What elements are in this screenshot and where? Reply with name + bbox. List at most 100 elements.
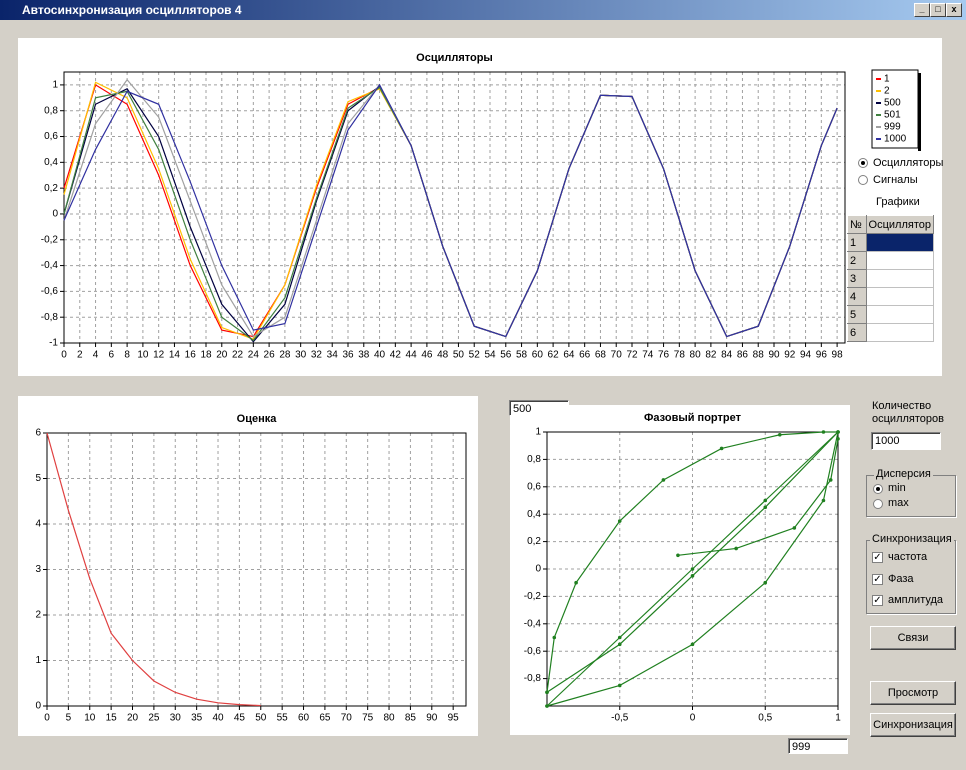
row-cell — [865, 323, 935, 342]
x-tick-label: 45 — [234, 713, 246, 724]
x-tick-label: 20 — [216, 350, 228, 361]
x-tick-label: 90 — [426, 713, 438, 724]
x-tick-label: -0,5 — [611, 713, 629, 724]
table-header: Осциллятор — [865, 215, 935, 234]
group-title: Дисперсия — [874, 468, 933, 480]
point — [821, 498, 826, 503]
legend-shadow — [918, 73, 921, 151]
checkbox[interactable]: ✓ — [872, 595, 883, 606]
point — [617, 642, 622, 647]
row-cell — [865, 287, 935, 306]
plot-frame — [63, 71, 846, 344]
x-tick-label: 14 — [169, 350, 181, 361]
maximize-button[interactable]: □ — [930, 3, 946, 17]
table-row[interactable]: 2 — [847, 251, 935, 270]
links-button[interactable]: Связи — [870, 626, 956, 650]
x-tick-label: 68 — [595, 350, 607, 361]
x-tick-label: 30 — [170, 713, 182, 724]
x-tick-label: 90 — [768, 350, 780, 361]
x-tick-label: 98 — [832, 350, 844, 361]
row-cell — [865, 233, 935, 252]
x-tick-label: 32 — [311, 350, 323, 361]
table-row[interactable]: 3 — [847, 269, 935, 288]
point — [763, 580, 768, 585]
phase-input-1[interactable]: 500 — [509, 400, 569, 416]
x-tick-label: 10 — [137, 350, 149, 361]
x-tick-label: 2 — [77, 350, 83, 361]
series-line — [546, 431, 839, 707]
radio-signals[interactable] — [858, 175, 868, 185]
view-button[interactable]: Просмотр — [870, 681, 956, 705]
x-tick-label: 65 — [319, 713, 331, 724]
checkbox-label: Фаза — [888, 573, 914, 585]
point — [792, 526, 797, 530]
x-tick-label: 55 — [277, 713, 289, 724]
x-tick-label: 64 — [563, 350, 575, 361]
legend-label: 999 — [884, 122, 901, 133]
table-row[interactable]: 6 — [847, 323, 935, 342]
close-button[interactable]: x — [946, 3, 962, 17]
checkbox[interactable]: ✓ — [872, 574, 883, 585]
x-tick-label: 8 — [124, 350, 130, 361]
table-row[interactable]: 4 — [847, 287, 935, 306]
x-tick-label: 40 — [374, 350, 386, 361]
point — [734, 546, 738, 551]
radio-label: Осцилляторы — [873, 157, 944, 169]
count-input[interactable]: 1000 — [871, 432, 941, 450]
row-number: 2 — [847, 251, 867, 270]
y-tick-label: 0,6 — [527, 481, 541, 492]
y-tick-label: 2 — [35, 610, 41, 621]
x-tick-label: 60 — [532, 350, 544, 361]
sync-button[interactable]: Синхронизация — [870, 713, 956, 737]
table-row[interactable]: 5 — [847, 305, 935, 324]
x-tick-label: 52 — [469, 350, 481, 361]
x-tick-label: 0 — [690, 713, 696, 724]
radio-min[interactable] — [873, 484, 883, 494]
checkbox[interactable]: ✓ — [872, 552, 883, 563]
y-tick-label: 1 — [52, 80, 58, 91]
point — [617, 635, 622, 640]
minimize-button[interactable]: _ — [914, 3, 930, 17]
phase-input-2[interactable]: 999 — [788, 738, 848, 754]
x-tick-label: 82 — [705, 350, 717, 361]
radio-max[interactable] — [873, 499, 883, 509]
series-line — [63, 78, 838, 338]
radio-label: Сигналы — [873, 174, 918, 186]
row-cell — [865, 305, 935, 324]
y-tick-label: 0,6 — [44, 131, 58, 142]
x-tick-label: 94 — [800, 350, 812, 361]
x-tick-label: 95 — [448, 713, 460, 724]
x-tick-label: 88 — [753, 350, 765, 361]
table-row[interactable]: 1 — [847, 233, 935, 252]
legend-label: 500 — [884, 98, 901, 109]
checkbox-label: амплитуда — [888, 594, 944, 606]
x-tick-label: 22 — [232, 350, 244, 361]
x-tick-label: 60 — [298, 713, 310, 724]
x-tick-label: 86 — [737, 350, 749, 361]
chart-title: Оценка — [237, 413, 278, 425]
x-tick-label: 0 — [61, 350, 67, 361]
radio-label: min — [888, 482, 906, 494]
window-title: Автосинхронизация осцилляторов 4 — [22, 3, 242, 17]
point — [821, 430, 826, 434]
x-tick-label: 42 — [390, 350, 402, 361]
checkbox-label: частота — [888, 551, 928, 563]
estimate-panel: Оценка 0 1 2 3 4 5 6 0 5 10 15 20 25 30 35 40 45 50 55 60 65 7… — [18, 396, 478, 736]
x-tick-label: 35 — [191, 713, 203, 724]
point — [617, 519, 622, 523]
x-tick-label: 34 — [327, 350, 339, 361]
point — [545, 690, 549, 695]
phase-chart: Фазовый портрет -0,8 -0,6 -0,4 -0,2 0 0,2 0,4 0,… — [524, 412, 841, 724]
y-tick-label: -1 — [49, 338, 58, 349]
y-tick-label: 0,2 — [527, 536, 541, 547]
title-bar: Автосинхронизация осцилляторов 4 _ □ x — [0, 0, 966, 20]
radio-label: mах — [888, 497, 909, 509]
radio-oscillators[interactable] — [858, 158, 868, 168]
legend-label: 1 — [884, 74, 890, 85]
point — [828, 478, 833, 482]
row-number: 5 — [847, 305, 867, 324]
x-tick-label: 4 — [93, 350, 99, 361]
x-tick-label: 18 — [200, 350, 212, 361]
x-tick-label: 46 — [421, 350, 433, 361]
